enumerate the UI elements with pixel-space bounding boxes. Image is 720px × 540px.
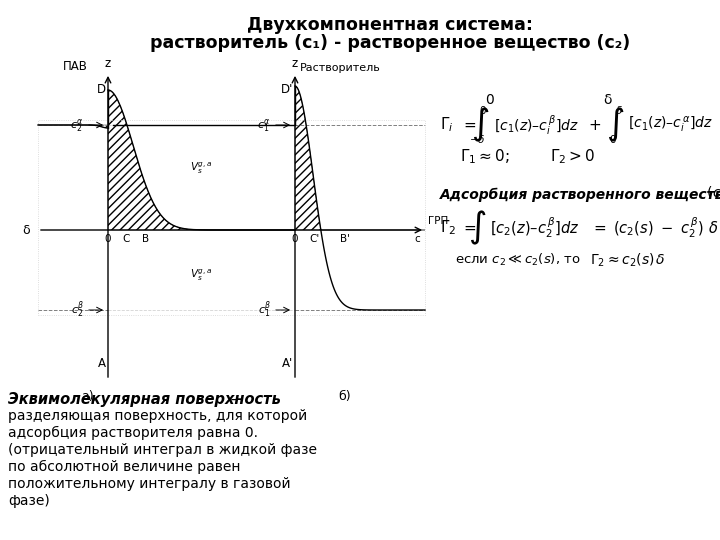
Text: $(c_2(s)\ -\ c_2^{\,\beta})\ \delta$: $(c_2(s)\ -\ c_2^{\,\beta})\ \delta$ bbox=[613, 215, 719, 240]
Text: по абсолютной величине равен: по абсолютной величине равен bbox=[8, 460, 240, 474]
Text: положительному интегралу в газовой: положительному интегралу в газовой bbox=[8, 477, 291, 491]
Text: B: B bbox=[143, 234, 150, 244]
Text: C': C' bbox=[310, 234, 320, 244]
Text: $[c_1(z) – c_i^{\,\alpha}]dz$: $[c_1(z) – c_i^{\,\alpha}]dz$ bbox=[628, 115, 713, 135]
Text: растворитель (c₁) - растворенное вещество (c₂): растворитель (c₁) - растворенное веществ… bbox=[150, 34, 630, 52]
Text: z: z bbox=[292, 57, 298, 70]
Text: $\delta$: $\delta$ bbox=[615, 104, 623, 116]
Text: 0: 0 bbox=[485, 93, 495, 107]
Text: +: + bbox=[589, 118, 601, 132]
Text: $c_1^\beta$: $c_1^\beta$ bbox=[258, 300, 271, 320]
Text: $0$: $0$ bbox=[479, 104, 487, 116]
Text: $V_s^{g,a}$: $V_s^{g,a}$ bbox=[190, 267, 212, 283]
Text: z: z bbox=[105, 57, 111, 70]
Text: $(c_2^{\,\alpha}{\approx}0)$:: $(c_2^{\,\alpha}{\approx}0)$: bbox=[698, 185, 720, 205]
Text: $\Gamma_i$: $\Gamma_i$ bbox=[440, 116, 454, 134]
Text: если $c_2 \ll c_2(s)$, то: если $c_2 \ll c_2(s)$, то bbox=[455, 252, 580, 268]
Text: Двухкомпонентная система:: Двухкомпонентная система: bbox=[247, 16, 533, 34]
Text: $0$: $0$ bbox=[609, 133, 617, 145]
Text: ГРП: ГРП bbox=[428, 216, 449, 226]
Text: D': D' bbox=[281, 83, 293, 96]
Text: $\int$: $\int$ bbox=[606, 106, 624, 144]
Text: адсорбция растворителя равна 0.: адсорбция растворителя равна 0. bbox=[8, 426, 258, 440]
Text: δ: δ bbox=[604, 93, 612, 107]
Text: (отрицательный интеграл в жидкой фазе: (отрицательный интеграл в жидкой фазе bbox=[8, 443, 317, 457]
Text: $\Gamma_2 > 0$: $\Gamma_2 > 0$ bbox=[550, 147, 595, 166]
Text: $[c_1(z) – c_i^{\,\beta}]dz$: $[c_1(z) – c_i^{\,\beta}]dz$ bbox=[494, 113, 579, 137]
Text: $c_2^\beta$: $c_2^\beta$ bbox=[71, 300, 84, 320]
Text: Адсорбция растворенного вещества: Адсорбция растворенного вещества bbox=[440, 188, 720, 202]
Text: разделяющая поверхность, для которой: разделяющая поверхность, для которой bbox=[8, 409, 307, 423]
Text: $\int$: $\int$ bbox=[471, 106, 489, 144]
Polygon shape bbox=[295, 86, 425, 230]
Polygon shape bbox=[108, 90, 295, 230]
Text: $c_1^\alpha$: $c_1^\alpha$ bbox=[257, 117, 271, 133]
Text: $\Gamma_1 \approx 0$;: $\Gamma_1 \approx 0$; bbox=[460, 147, 510, 166]
Text: $-\delta$: $-\delta$ bbox=[469, 133, 485, 145]
Text: D: D bbox=[97, 83, 106, 96]
Text: $V_s^{g,a}$: $V_s^{g,a}$ bbox=[190, 160, 212, 176]
Text: $\int$: $\int$ bbox=[468, 209, 486, 247]
Text: Эквимолекулярная поверхность: Эквимолекулярная поверхность bbox=[8, 392, 281, 407]
Text: δ: δ bbox=[22, 224, 30, 237]
Text: 0: 0 bbox=[104, 234, 112, 244]
Text: 0: 0 bbox=[292, 234, 298, 244]
Text: ПАВ: ПАВ bbox=[63, 60, 88, 73]
Text: $\Gamma_2 \approx c_2(s)\,\delta$: $\Gamma_2 \approx c_2(s)\,\delta$ bbox=[590, 251, 666, 269]
Text: $c_2^\alpha$: $c_2^\alpha$ bbox=[71, 117, 84, 133]
Text: B': B' bbox=[340, 234, 350, 244]
Text: Растворитель: Растворитель bbox=[300, 63, 381, 73]
Text: а): а) bbox=[81, 390, 94, 403]
Text: фазе): фазе) bbox=[8, 494, 50, 508]
Text: =: = bbox=[463, 220, 476, 235]
Text: A: A bbox=[98, 357, 106, 370]
Text: $[c_2(z) – c_2^{\,\beta}]dz$: $[c_2(z) – c_2^{\,\beta}]dz$ bbox=[490, 215, 580, 240]
Text: C: C bbox=[122, 234, 130, 244]
Text: =: = bbox=[593, 220, 606, 235]
Text: –: – bbox=[226, 392, 238, 407]
Text: б): б) bbox=[338, 390, 351, 403]
Text: =: = bbox=[463, 118, 476, 132]
Text: c: c bbox=[414, 234, 420, 244]
Text: $\Gamma_2$: $\Gamma_2$ bbox=[440, 219, 456, 238]
Text: A': A' bbox=[282, 357, 293, 370]
Polygon shape bbox=[38, 125, 108, 128]
